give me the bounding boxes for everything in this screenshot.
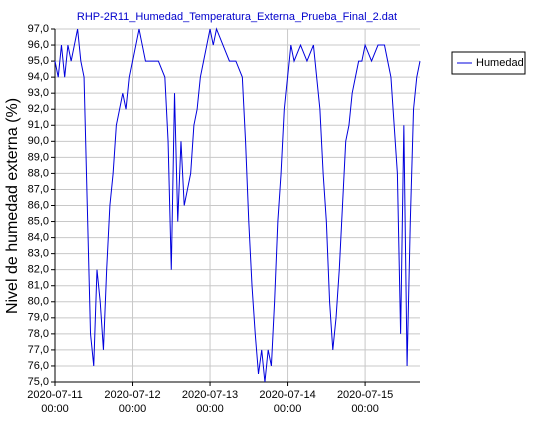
data-line (54, 27, 421, 383)
y-tick-label: 84,0 (28, 231, 49, 243)
y-tick-label: 91,0 (28, 119, 49, 131)
y-tick-label: 76,0 (28, 360, 49, 372)
y-tick-label: 75,0 (28, 376, 49, 388)
x-tick-label: 2020-07-14 00:00 (259, 389, 316, 415)
y-tick-label: 86,0 (28, 199, 49, 211)
y-tick-label: 83,0 (28, 248, 49, 260)
y-tick-label: 88,0 (28, 167, 49, 179)
legend-box (451, 51, 526, 75)
y-tick-label: 85,0 (28, 215, 49, 227)
y-tick-label: 90,0 (28, 135, 49, 147)
y-tick-label: 92,0 (28, 103, 49, 115)
y-tick-label: 93,0 (28, 87, 49, 99)
y-axis-label: Nivel de humedad externa (%) (4, 98, 21, 314)
y-tick-label: 97,0 (28, 23, 49, 35)
x-tick-label: 2020-07-12 00:00 (104, 389, 161, 415)
y-tick-label: 80,0 (28, 296, 49, 308)
y-tick-label: 89,0 (28, 151, 49, 163)
x-tick-label: 2020-07-13 00:00 (181, 389, 239, 415)
y-tick-label: 78,0 (28, 328, 49, 340)
y-tick-label: 79,0 (28, 312, 49, 324)
y-tick-label: 87,0 (28, 183, 49, 195)
y-tick-label: 94,0 (28, 71, 49, 83)
y-tick-label: 95,0 (28, 55, 49, 67)
y-tick-label: 77,0 (28, 344, 49, 356)
x-tick-label: 2020-07-11 00:00 (27, 389, 83, 415)
y-tick-label: 81,0 (28, 280, 49, 292)
x-tick-label: 2020-07-15 00:00 (336, 389, 394, 415)
y-tick-label: 96,0 (28, 39, 49, 51)
chart-title: RHP-2R11_Humedad_Temperatura_Externa_Pru… (77, 11, 397, 23)
legend-label: Humedad (476, 57, 524, 69)
y-tick-label: 82,0 (28, 264, 49, 276)
